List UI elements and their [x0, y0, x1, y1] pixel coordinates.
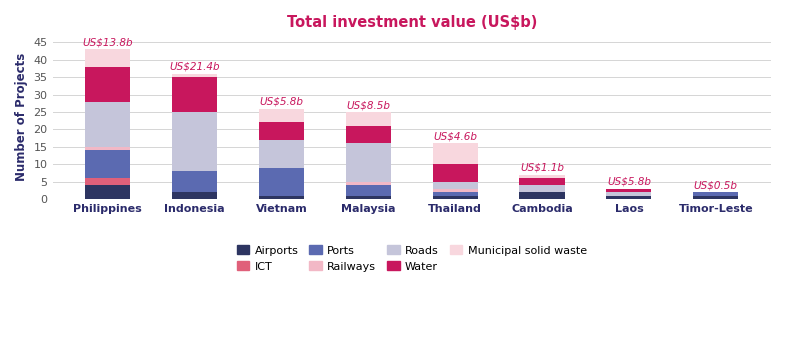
- Bar: [432, 164, 478, 182]
- Text: US$5.8b: US$5.8b: [259, 97, 303, 107]
- Title: Total investment value (US$b): Total investment value (US$b): [287, 15, 537, 30]
- Bar: [606, 195, 652, 199]
- Bar: [520, 175, 564, 178]
- Bar: [346, 182, 391, 185]
- Bar: [520, 192, 564, 199]
- Text: US$1.1b: US$1.1b: [520, 163, 564, 173]
- Text: US$8.5b: US$8.5b: [347, 100, 391, 110]
- Bar: [85, 67, 130, 102]
- Text: US$0.5b: US$0.5b: [694, 181, 738, 190]
- Bar: [85, 49, 130, 67]
- Bar: [172, 112, 217, 171]
- Bar: [172, 77, 217, 112]
- Bar: [432, 189, 478, 192]
- Bar: [346, 143, 391, 182]
- Bar: [259, 122, 304, 140]
- Legend: Airports, ICT, Ports, Railways, Roads, Water, Municipal solid waste: Airports, ICT, Ports, Railways, Roads, W…: [232, 241, 591, 276]
- Bar: [259, 108, 304, 122]
- Bar: [693, 192, 738, 195]
- Bar: [85, 102, 130, 147]
- Bar: [606, 192, 652, 195]
- Bar: [346, 185, 391, 195]
- Y-axis label: Number of Projects: Number of Projects: [15, 53, 28, 181]
- Bar: [346, 126, 391, 143]
- Bar: [432, 192, 478, 195]
- Text: US$21.4b: US$21.4b: [169, 62, 220, 72]
- Bar: [85, 185, 130, 199]
- Bar: [259, 195, 304, 199]
- Bar: [606, 189, 652, 192]
- Bar: [693, 195, 738, 199]
- Bar: [85, 150, 130, 178]
- Bar: [346, 195, 391, 199]
- Bar: [432, 182, 478, 189]
- Bar: [346, 112, 391, 126]
- Bar: [520, 185, 564, 192]
- Bar: [259, 140, 304, 168]
- Bar: [432, 195, 478, 199]
- Bar: [432, 143, 478, 164]
- Text: US$13.8b: US$13.8b: [83, 37, 133, 48]
- Bar: [520, 178, 564, 185]
- Bar: [172, 74, 217, 77]
- Bar: [259, 168, 304, 195]
- Text: US$4.6b: US$4.6b: [433, 132, 477, 142]
- Bar: [172, 192, 217, 199]
- Bar: [85, 178, 130, 185]
- Bar: [85, 147, 130, 150]
- Text: US$5.8b: US$5.8b: [607, 177, 651, 187]
- Bar: [172, 171, 217, 192]
